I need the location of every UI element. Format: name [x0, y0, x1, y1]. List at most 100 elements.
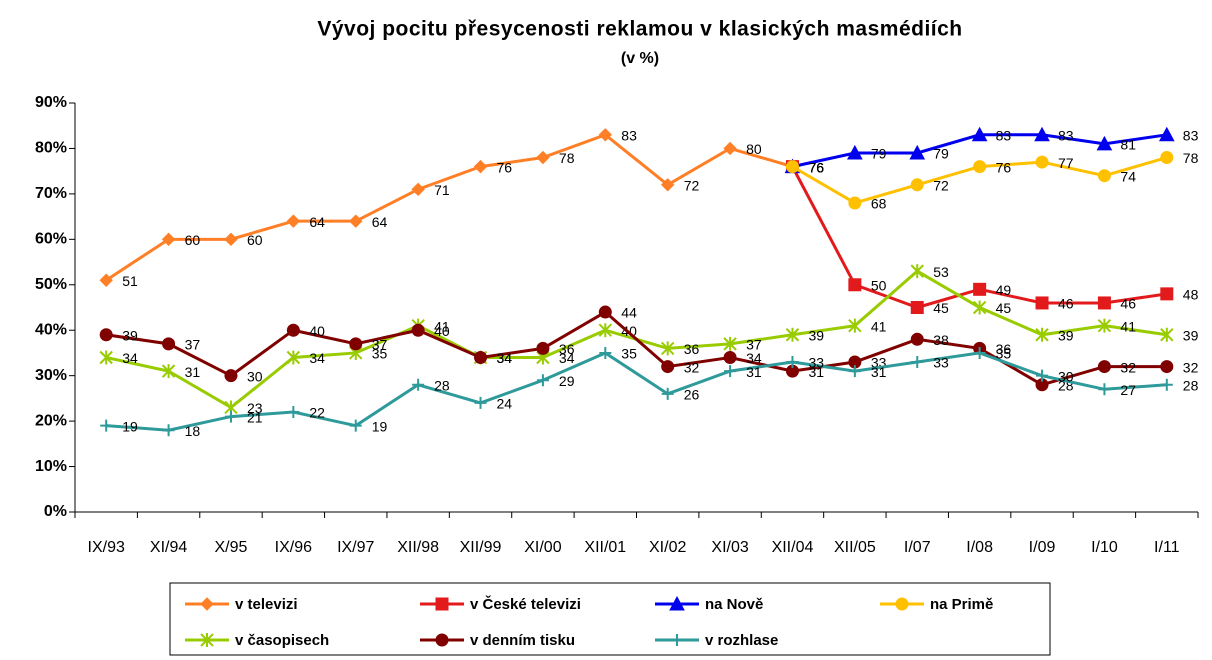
data-label: 71: [434, 182, 450, 198]
data-label: 28: [434, 377, 450, 393]
data-label: 83: [1183, 128, 1199, 144]
x-tick-label: XII/05: [834, 539, 876, 556]
marker: [910, 264, 924, 279]
marker: [723, 141, 737, 156]
marker: [1096, 135, 1113, 151]
data-label: 37: [185, 337, 201, 353]
marker: [286, 323, 300, 337]
marker: [99, 328, 113, 342]
data-label: 83: [996, 128, 1012, 144]
data-label: 26: [684, 387, 700, 403]
y-tick-label: 30%: [35, 367, 67, 384]
marker: [536, 374, 549, 387]
marker: [660, 341, 675, 356]
series-line: [106, 351, 1167, 432]
data-label: 68: [871, 196, 887, 212]
data-label: 34: [497, 350, 513, 366]
marker: [1097, 318, 1112, 333]
data-label: 34: [746, 350, 762, 366]
legend-label: na Primě: [930, 596, 993, 613]
data-label: 76: [996, 159, 1012, 175]
data-label: 30: [247, 368, 263, 384]
data-label: 36: [559, 341, 575, 357]
x-tick-label: XII/98: [397, 539, 439, 556]
marker: [724, 365, 737, 378]
data-label: 60: [185, 232, 201, 248]
x-tick-label: XI/02: [649, 539, 686, 556]
marker: [598, 323, 613, 338]
y-tick-label: 20%: [35, 412, 67, 429]
data-label: 33: [808, 355, 824, 371]
data-label: 46: [1120, 296, 1136, 312]
marker: [1035, 327, 1049, 342]
marker: [473, 159, 488, 174]
data-label: 32: [684, 359, 700, 375]
marker: [161, 364, 176, 379]
x-tick-label: XII/01: [584, 539, 626, 556]
marker: [161, 232, 176, 247]
legend-label: v televizi: [235, 596, 298, 613]
data-label: 39: [122, 327, 138, 343]
legend-label: v denním tisku: [470, 632, 575, 649]
legend-label: v České televizi: [470, 595, 581, 613]
marker: [785, 327, 800, 342]
marker: [848, 196, 862, 210]
marker: [895, 597, 909, 611]
data-label: 28: [1183, 377, 1199, 393]
data-label: 46: [1058, 296, 1074, 312]
data-label: 81: [1120, 137, 1136, 153]
marker: [848, 278, 862, 292]
data-label: 18: [185, 423, 201, 439]
marker: [973, 160, 987, 174]
marker: [100, 419, 113, 432]
data-label: 39: [1183, 327, 1199, 343]
data-label: 34: [309, 350, 325, 366]
data-label: 36: [996, 341, 1012, 357]
x-tick-label: XII/99: [460, 539, 502, 556]
data-label: 45: [996, 300, 1012, 316]
x-tick-label: IX/96: [275, 539, 312, 556]
marker: [847, 144, 863, 160]
y-tick-label: 0%: [44, 503, 67, 520]
x-tick-label: XI/03: [711, 539, 748, 556]
data-label: 51: [122, 273, 138, 289]
legend-label: v časopisech: [235, 632, 329, 649]
data-label: 24: [497, 396, 513, 412]
marker: [671, 634, 683, 646]
data-label: 77: [1058, 155, 1074, 171]
data-label: 50: [871, 277, 887, 293]
data-label: 36: [684, 341, 700, 357]
data-label: 79: [871, 146, 887, 162]
marker: [785, 160, 799, 174]
data-label: 39: [808, 327, 824, 343]
marker: [848, 365, 861, 378]
marker: [1158, 126, 1175, 142]
marker: [287, 406, 300, 419]
y-tick-label: 60%: [35, 231, 67, 248]
x-tick-label: XII/04: [772, 539, 814, 556]
marker: [971, 126, 988, 142]
x-tick-label: I/10: [1091, 539, 1118, 556]
data-label: 41: [871, 318, 887, 334]
marker: [723, 350, 737, 364]
marker: [536, 341, 550, 355]
data-label: 78: [559, 150, 575, 166]
data-label: 76: [808, 159, 824, 175]
y-tick-label: 70%: [35, 185, 67, 202]
data-label: 34: [122, 350, 138, 366]
marker: [224, 369, 238, 383]
series-line: [105, 133, 793, 282]
marker: [598, 128, 613, 142]
marker: [669, 595, 685, 611]
marker: [411, 182, 425, 197]
marker: [1035, 155, 1049, 169]
marker: [1034, 126, 1050, 142]
chart-subtitle: (v %): [621, 50, 659, 67]
data-label: 49: [996, 282, 1012, 298]
data-label: 32: [1183, 359, 1199, 375]
marker: [1160, 287, 1174, 301]
data-label: 35: [372, 346, 388, 362]
x-tick-label: I/09: [1029, 539, 1056, 556]
data-label: 72: [684, 178, 700, 194]
